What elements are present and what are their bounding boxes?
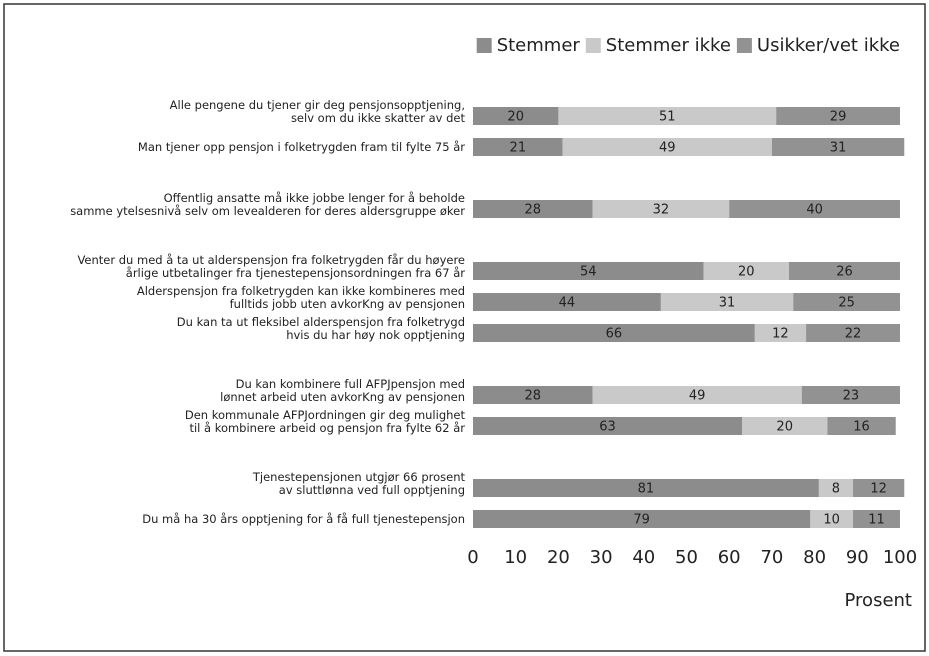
- value-label: 51: [659, 110, 676, 125]
- value-label: 31: [830, 141, 847, 156]
- bar: [473, 107, 559, 125]
- bar: [853, 479, 905, 497]
- value-label: 32: [653, 203, 670, 218]
- legend-swatch: [736, 38, 752, 53]
- y-tick-label: Du kan ta ut fleksibel alderspensjon fra…: [177, 315, 465, 342]
- bar: [801, 386, 900, 404]
- value-label: 8: [832, 482, 840, 497]
- value-label: 54: [580, 265, 597, 280]
- bar: [592, 386, 802, 404]
- x-tick-label: 0: [467, 547, 478, 568]
- x-tick-label: 80: [803, 547, 826, 568]
- value-label: 49: [659, 141, 676, 156]
- bar: [703, 262, 789, 280]
- value-label: 25: [838, 296, 855, 311]
- value-label: 28: [525, 203, 542, 218]
- bar: [473, 479, 819, 497]
- value-label: 31: [719, 296, 736, 311]
- bar: [473, 386, 593, 404]
- bar: [853, 510, 900, 528]
- bar: [473, 510, 811, 528]
- value-label: 11: [868, 513, 885, 528]
- bar: [754, 324, 807, 342]
- value-label: 12: [772, 327, 789, 342]
- bar: [473, 293, 661, 311]
- x-tick-label: 50: [675, 547, 698, 568]
- bar: [729, 200, 900, 218]
- bar: [562, 138, 772, 156]
- bar: [776, 107, 900, 125]
- value-label: 12: [870, 482, 887, 497]
- value-label: 63: [599, 420, 616, 435]
- value-label: 44: [559, 296, 576, 311]
- value-label: 29: [830, 110, 847, 125]
- frame: [3, 3, 926, 652]
- value-label: 20: [507, 110, 524, 125]
- value-label: 40: [806, 203, 823, 218]
- value-label: 23: [843, 389, 860, 404]
- y-tick-label: Du kan kombinere full AFPJpensjon med løn…: [220, 377, 465, 404]
- bar: [473, 200, 593, 218]
- y-tick-label: Du må ha 30 års opptjening for å få full…: [142, 512, 465, 526]
- legend-swatch: [476, 38, 492, 53]
- bar: [827, 417, 896, 435]
- x-tick-label: 30: [590, 547, 613, 568]
- value-label: 28: [525, 389, 542, 404]
- value-label: 49: [689, 389, 706, 404]
- value-label: 66: [606, 327, 623, 342]
- value-label: 20: [776, 420, 793, 435]
- x-tick-label: 20: [547, 547, 570, 568]
- y-tick-label: Venter du med å ta ut alderspensjon fra …: [77, 253, 465, 280]
- value-label: 21: [510, 141, 527, 156]
- bar: [473, 262, 704, 280]
- bar: [473, 324, 755, 342]
- y-tick-label: Den kommunale AFPJordningen gir deg muli…: [185, 408, 466, 435]
- x-axis-label: Prosent: [845, 590, 912, 611]
- bar: [806, 324, 900, 342]
- bar: [788, 262, 900, 280]
- x-tick-label: 100: [883, 547, 917, 568]
- value-label: 10: [823, 513, 840, 528]
- bar: [660, 293, 794, 311]
- y-tick-label: Alle pengene du tjener gir deg pensjonso…: [170, 98, 466, 125]
- y-tick-label: Man tjener opp pensjon i folketrygden fr…: [138, 140, 465, 154]
- bar: [592, 200, 730, 218]
- bar: [473, 138, 563, 156]
- legend-label: Stemmer ikke: [606, 35, 731, 56]
- value-label: 79: [633, 513, 650, 528]
- bar: [742, 417, 828, 435]
- x-tick-label: 40: [632, 547, 655, 568]
- x-tick-label: 90: [846, 547, 869, 568]
- legend-label: Usikker/vet ikke: [757, 35, 900, 56]
- bar: [771, 138, 905, 156]
- bar: [818, 479, 854, 497]
- bar: [793, 293, 900, 311]
- value-label: 22: [845, 327, 862, 342]
- x-tick-label: 70: [760, 547, 783, 568]
- bar: [473, 417, 743, 435]
- value-label: 20: [738, 265, 755, 280]
- value-label: 81: [638, 482, 655, 497]
- y-tick-label: Tjenestepensjonen utgjør 66 prosent av sl…: [252, 470, 466, 497]
- value-label: 16: [853, 420, 870, 435]
- x-tick-label: 10: [504, 547, 527, 568]
- bar: [558, 107, 777, 125]
- x-tick-label: 60: [718, 547, 741, 568]
- legend-label: Stemmer: [497, 35, 581, 56]
- value-label: 26: [836, 265, 853, 280]
- bar: [810, 510, 854, 528]
- legend-swatch: [585, 38, 601, 53]
- y-tick-label: Alderspensjon fra folketrygden kan ikke …: [137, 284, 465, 311]
- y-tick-label: Offentlig ansatte må ikke jobbe lenger f…: [70, 191, 465, 218]
